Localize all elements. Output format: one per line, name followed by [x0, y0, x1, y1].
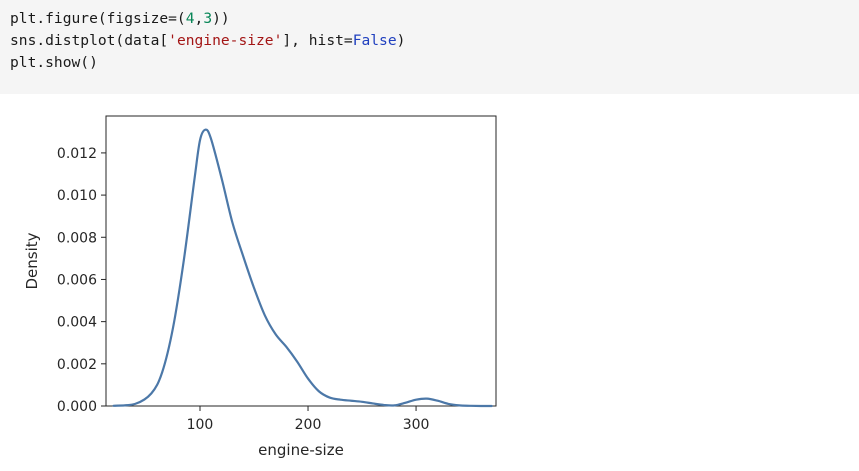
code-token: 3 — [203, 10, 213, 27]
x-axis-label: engine-size — [258, 441, 344, 459]
y-tick-label: 0.006 — [57, 272, 97, 288]
x-tick-label: 300 — [403, 417, 430, 433]
code-token: sns.distplot(data[ — [10, 32, 169, 49]
y-tick-label: 0.004 — [57, 315, 97, 331]
code-token: plt.show() — [10, 54, 98, 71]
y-tick-label: 0.010 — [57, 188, 97, 204]
code-token: ], hist= — [282, 32, 353, 49]
code-token: plt.figure(figsize=( — [10, 10, 186, 27]
density-plot: 0.000 0.002 0.004 0.006 0.008 0.010 0.012 100 2… — [23, 115, 497, 459]
code-token: 'engine-size' — [168, 32, 283, 49]
y-tick-label: 0.012 — [57, 146, 97, 162]
x-tick-label: 200 — [295, 417, 322, 433]
code-line-3: plt.show() — [10, 52, 859, 74]
code-token: )) — [212, 10, 230, 27]
y-tick-label: 0.000 — [57, 399, 97, 415]
y-axis-label: Density — [23, 232, 41, 289]
y-tick-label: 0.008 — [57, 230, 97, 246]
y-tick-label: 0.002 — [57, 357, 97, 373]
code-token: ) — [396, 32, 406, 49]
plot-frame — [105, 115, 497, 407]
code-token: 4 — [185, 10, 195, 27]
code-token: False — [352, 32, 397, 49]
code-line-2: sns.distplot(data['engine-size'], hist=F… — [10, 30, 859, 52]
code-line-1: plt.figure(figsize=(4,3)) — [10, 8, 859, 30]
code-token: , — [194, 10, 204, 27]
code-cell[interactable]: plt.figure(figsize=(4,3)) sns.distplot(d… — [0, 0, 859, 94]
x-tick-label: 100 — [187, 417, 214, 433]
density-curve — [112, 128, 493, 408]
cell-output: 0.000 0.002 0.004 0.006 0.008 0.010 0.012 100 2… — [0, 94, 859, 467]
